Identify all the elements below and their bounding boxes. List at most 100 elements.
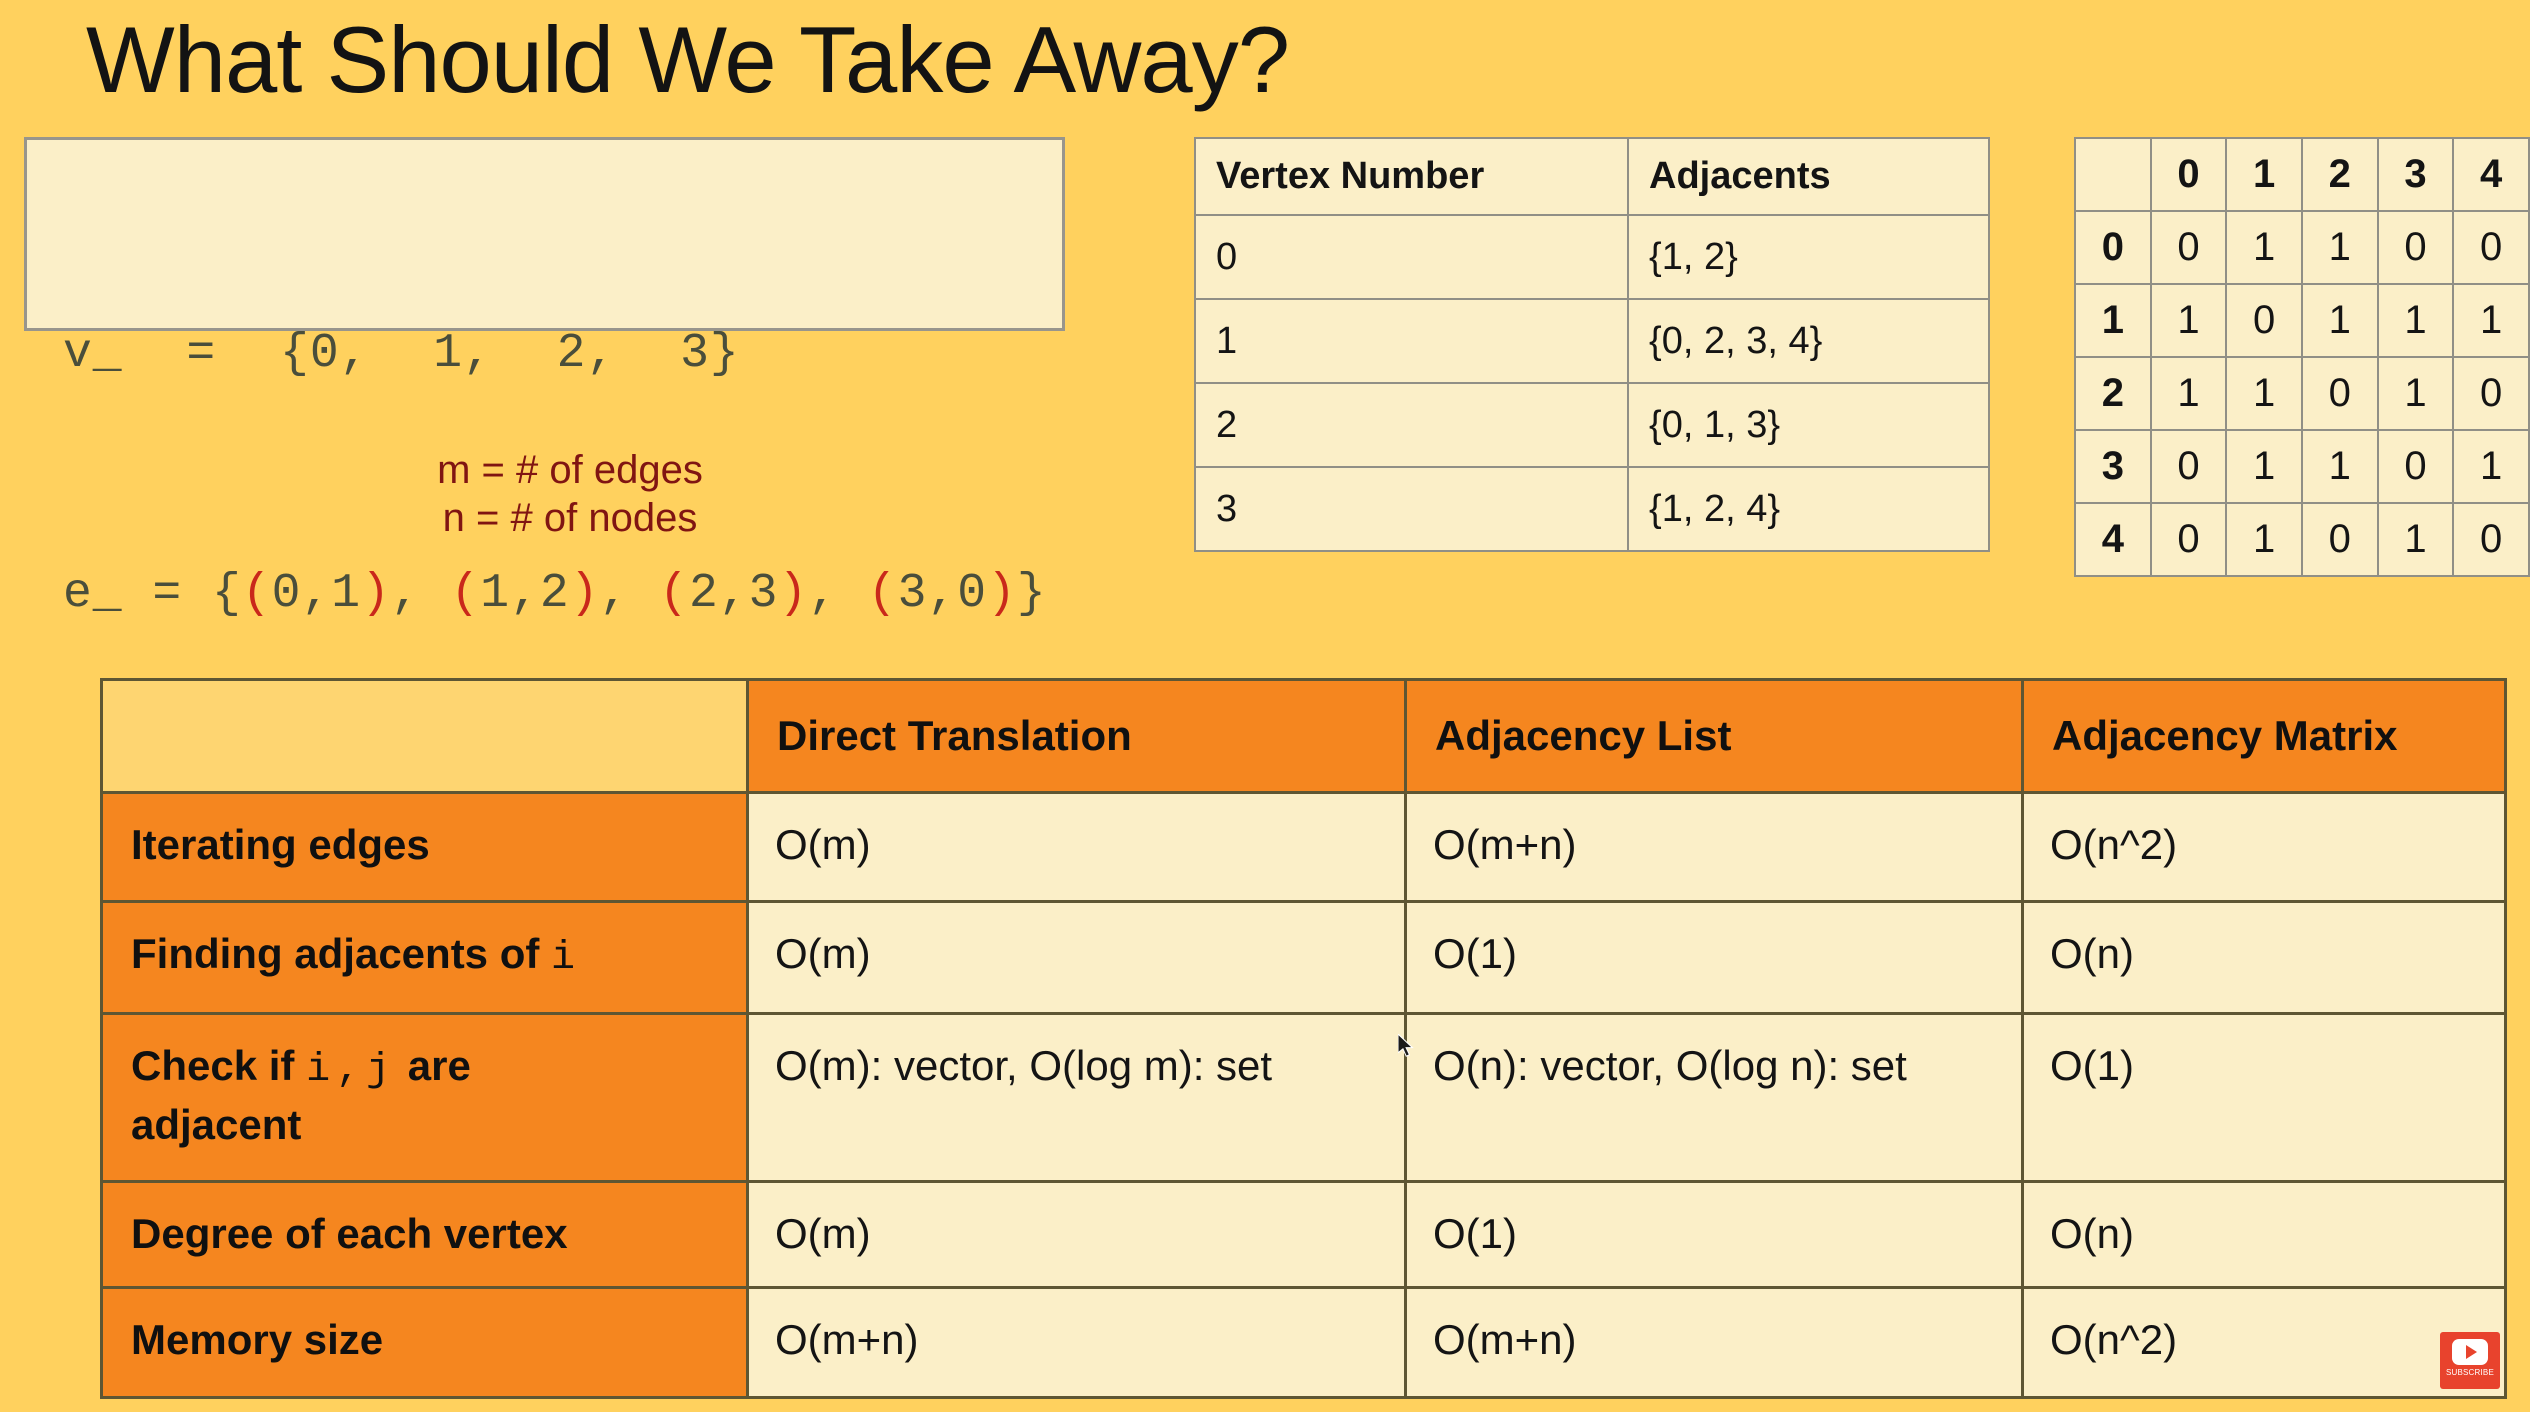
complexity-cell: O(m) <box>746 900 1407 1015</box>
vertex-number-cell: 2 <box>1194 382 1629 468</box>
table-row: Finding adjacents of i O(m) O(1) O(n) <box>100 900 2507 1015</box>
note-edges: m = # of edges <box>437 448 703 492</box>
mono-identifier: i <box>551 936 582 981</box>
matrix-cell: 0 <box>2452 210 2530 285</box>
play-triangle-icon <box>2466 1345 2477 1359</box>
label-text: Check if <box>131 1042 307 1089</box>
row-label-cell: Degree of each vertex <box>100 1180 749 1289</box>
matrix-cell: 1 <box>2149 356 2228 431</box>
complexity-cell: O(n^2) <box>2021 791 2507 903</box>
matrix-cell: 0 <box>2149 429 2228 504</box>
matrix-cell: 0 <box>2149 210 2228 285</box>
paren: ) <box>778 567 809 621</box>
matrix-cell: 0 <box>2149 502 2228 577</box>
matrix-cell: 1 <box>2452 429 2530 504</box>
matrix-row-header: 2 <box>2074 356 2152 431</box>
matrix-corner-cell <box>2074 137 2152 212</box>
matrix-cell: 0 <box>2300 502 2379 577</box>
matrix-cell: 0 <box>2300 356 2379 431</box>
matrix-cell: 0 <box>2376 210 2455 285</box>
matrix-col-header: 0 <box>2149 137 2228 212</box>
complexity-cell: O(m+n) <box>1404 791 2024 903</box>
label-text: Finding adjacents of <box>131 930 552 977</box>
table-row: 2 {0, 1, 3} <box>1194 382 1990 468</box>
matrix-col-header: 3 <box>2376 137 2455 212</box>
matrix-cell: 1 <box>2376 502 2455 577</box>
matrix-cell: 1 <box>2300 283 2379 358</box>
vertex-number-cell: 1 <box>1194 298 1629 384</box>
matrix-row-header: 1 <box>2074 283 2152 358</box>
label-text: adjacent <box>131 1101 302 1148</box>
paren: ( <box>867 567 898 621</box>
mouse-cursor-icon <box>1398 1034 1414 1057</box>
complexity-cell: O(m) <box>746 791 1407 903</box>
matrix-cell: 1 <box>2300 429 2379 504</box>
complexity-comparison-table: Direct Translation Adjacency List Adjace… <box>100 678 2507 1399</box>
row-label-cell: Check if i,j are adjacent <box>100 1012 749 1183</box>
matrix-cell: 1 <box>2376 356 2455 431</box>
complexity-cell: O(1) <box>2021 1012 2507 1183</box>
paren: ( <box>241 567 272 621</box>
table-row: Iterating edges O(m) O(m+n) O(n^2) <box>100 791 2507 903</box>
adjacents-cell: {1, 2} <box>1627 214 1990 300</box>
row-label-cell: Iterating edges <box>100 791 749 903</box>
paren: ( <box>450 567 481 621</box>
adjacents-cell: {1, 2, 4} <box>1627 466 1990 552</box>
column-header-adjacency-matrix: Adjacency Matrix <box>2021 678 2507 794</box>
page-title: What Should We Take Away? <box>86 7 1290 112</box>
matrix-cell: 1 <box>2225 210 2303 285</box>
table-row: Check if i,j are adjacent O(m): vector, O(… <box>100 1012 2507 1183</box>
subscribe-button[interactable]: SUBSCRIBE <box>2440 1332 2500 1389</box>
complexity-cell: O(n^2) <box>2021 1286 2507 1399</box>
matrix-row-header: 0 <box>2074 210 2152 285</box>
complexity-cell: O(m+n) <box>1404 1286 2024 1399</box>
matrix-cell: 1 <box>2225 356 2303 431</box>
code-edges-var: e_ <box>63 567 123 621</box>
label-text: Iterating edges <box>131 821 430 868</box>
matrix-row-header: 3 <box>2074 429 2152 504</box>
code-box: v_ = {0, 1, 2, 3} e_ = {(0,1), (1,2), (2… <box>24 137 1065 621</box>
matrix-cell: 1 <box>2376 283 2455 358</box>
complexity-cell: O(m+n) <box>746 1286 1407 1399</box>
youtube-play-icon <box>2452 1339 2488 1365</box>
paren: ) <box>361 567 391 621</box>
adjacents-cell: {0, 2, 3, 4} <box>1627 298 1990 384</box>
code-line-vertices: v_ = {0, 1, 2, 3} <box>63 314 1062 394</box>
table-header-row: Direct Translation Adjacency List Adjace… <box>100 678 2507 794</box>
table-header-row: Vertex Number Adjacents <box>1194 137 1990 216</box>
matrix-cell: 1 <box>2225 502 2303 577</box>
label-text: Memory size <box>131 1316 384 1363</box>
matrix-cell: 1 <box>2149 283 2228 358</box>
complexity-cell: O(1) <box>1404 900 2024 1015</box>
paren: ) <box>987 567 1017 621</box>
paren: ) <box>569 567 600 621</box>
complexity-cell: O(m) <box>746 1180 1407 1289</box>
complexity-cell: O(n) <box>2021 900 2507 1015</box>
vertex-number-header: Vertex Number <box>1194 137 1629 216</box>
matrix-col-header: 4 <box>2452 137 2530 212</box>
paren: ( <box>659 567 689 621</box>
matrix-cell: 0 <box>2452 356 2530 431</box>
code-vertices-var: v_ <box>63 327 123 381</box>
complexity-cell: O(n) <box>2021 1180 2507 1289</box>
table-row: Memory size O(m+n) O(m+n) O(n^2) <box>100 1286 2507 1399</box>
vertex-adjacents-table: Vertex Number Adjacents 0 {1, 2} 1 {0, 2, 3… <box>1194 137 1990 552</box>
table-row: Degree of each vertex O(m) O(1) O(n) <box>100 1180 2507 1289</box>
table-row: 1 {0, 2, 3, 4} <box>1194 298 1990 384</box>
matrix-cell: 0 <box>2376 429 2455 504</box>
note-nodes: n = # of nodes <box>442 496 698 540</box>
matrix-col-header: 1 <box>2225 137 2303 212</box>
matrix-cell: 0 <box>2225 283 2303 358</box>
adjacents-header: Adjacents <box>1627 137 1990 216</box>
vertex-number-cell: 0 <box>1194 214 1629 300</box>
label-text: Degree of each vertex <box>131 1210 568 1257</box>
label-text: are <box>396 1042 471 1089</box>
